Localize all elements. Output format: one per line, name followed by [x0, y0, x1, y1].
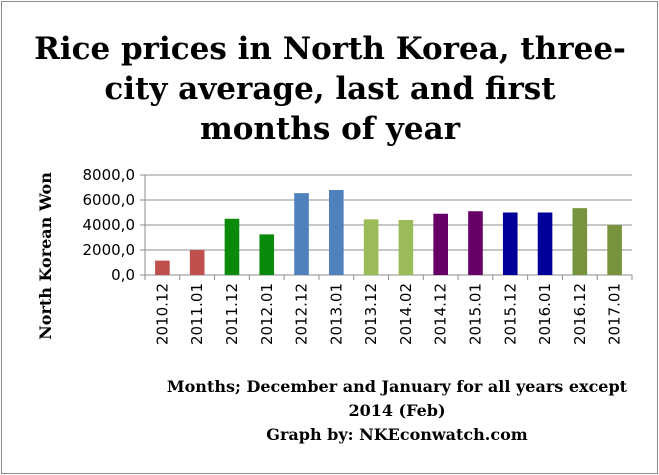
x-tick-label: 2016.12 — [571, 283, 589, 345]
y-tick-labels: 0,0 2000,0 4000,0 6000,0 8000,0 — [83, 166, 145, 284]
y-tick-label: 6000,0 — [83, 191, 136, 209]
x-axis-label-line-1: Months; December and January for all yea… — [167, 377, 628, 396]
bar-2016.12 — [572, 208, 588, 275]
x-tick-label: 2015.12 — [501, 283, 519, 345]
x-tick-label: 2012.12 — [293, 283, 311, 345]
bar-2010.12 — [155, 260, 170, 275]
chart-title-line-1: Rice prices in North Korea, three- — [34, 31, 626, 67]
y-axis-label: North Korean Won — [36, 172, 55, 340]
gridlines — [145, 174, 632, 276]
bar-2011.01 — [189, 250, 205, 275]
x-tick-label: 2012.01 — [258, 283, 276, 345]
x-tick-label: 2016.01 — [536, 283, 554, 345]
y-tick-label: 4000,0 — [83, 216, 136, 234]
bar-2014.02 — [398, 220, 414, 275]
x-tick-labels: 2010.12 2011.01 2011.12 2012.01 2012.12 2013.… — [144, 275, 633, 345]
x-tick-label: 2013.01 — [327, 283, 345, 345]
x-tick-label: 2010.12 — [153, 283, 171, 345]
x-tick-label: 2015.01 — [466, 283, 484, 345]
bar-2012.01 — [259, 234, 275, 275]
chart-title-line-2: city average, last and first — [104, 71, 556, 107]
x-tick-label: 2014.12 — [432, 283, 450, 345]
x-tick-label: 2013.12 — [362, 283, 380, 345]
bar-2017.01 — [607, 225, 622, 275]
y-tick-label: 8000,0 — [83, 166, 136, 184]
bar-2013.12 — [363, 219, 379, 275]
bar-2012.12 — [294, 193, 309, 275]
x-tick-label: 2011.12 — [223, 283, 241, 345]
bar-2015.01 — [468, 211, 483, 275]
chart-title-line-3: months of year — [200, 111, 461, 147]
bar-2014.12 — [433, 213, 448, 275]
bar-2011.12 — [224, 218, 240, 275]
bar-2016.01 — [537, 212, 553, 275]
chart-credit: Graph by: NKEconwatch.com — [266, 425, 527, 444]
x-tick-label: 2014.02 — [397, 283, 415, 345]
y-tick-label: 2000,0 — [83, 241, 136, 259]
x-tick-label: 2017.01 — [606, 283, 624, 345]
x-tick-label: 2011.01 — [188, 283, 206, 345]
y-tick-label: 0,0 — [111, 266, 135, 284]
bar-2013.01 — [329, 190, 344, 275]
bar-2015.12 — [502, 212, 518, 275]
chart-title: Rice prices in North Korea, three- city … — [34, 31, 626, 147]
x-axis-label-line-2: 2014 (Feb) — [348, 401, 445, 420]
bars — [155, 190, 622, 275]
